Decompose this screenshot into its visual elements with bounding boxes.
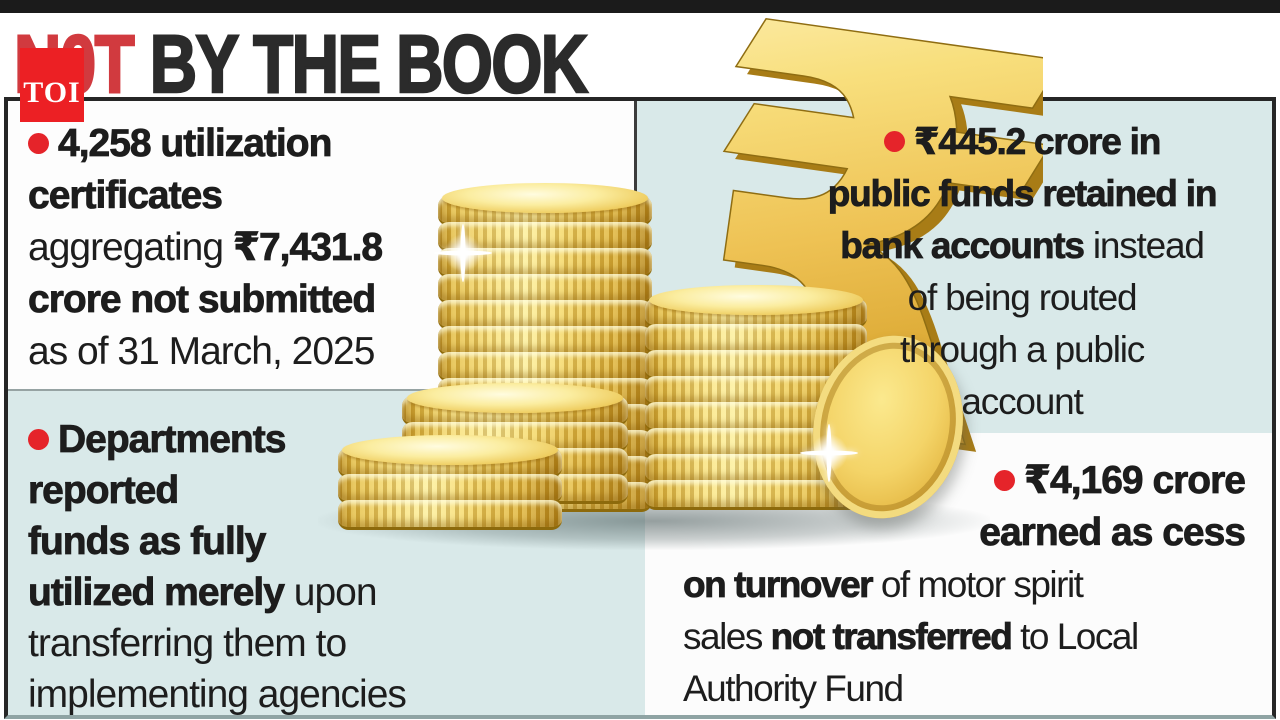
bullet-text: Departments reported funds as fully util… [28, 418, 407, 716]
coin [402, 383, 628, 426]
bullet-cess-headline: ₹4,169 crore earned as cess [700, 455, 1247, 559]
bullet-text: ₹4,169 crore earned as cess [979, 459, 1247, 555]
coin [438, 326, 652, 356]
coin-stack [338, 435, 562, 530]
coin [338, 500, 562, 530]
headline-word-rest: BY THE BOOK [133, 19, 589, 110]
sparkle-icon [434, 224, 492, 282]
bullet-utilization-certificates: 4,258 utilization certificates aggregati… [28, 118, 623, 378]
bullet-cess-body: on turnover of motor spirit sales not tr… [683, 559, 1275, 715]
toi-logo: TOI [20, 48, 84, 122]
coin [338, 435, 562, 478]
coin [438, 183, 652, 226]
bullet-dot-icon [993, 470, 1015, 491]
bullet-departments-funds: Departments reported funds as fully util… [28, 414, 628, 720]
toi-logo-text: TOI [23, 76, 81, 109]
sparkle-icon [800, 424, 858, 482]
bullet-text: ₹445.2 crore in public funds retained in… [827, 121, 1217, 422]
bullet-public-funds-retained: ₹445.2 crore in public funds retained in… [778, 116, 1266, 428]
headline: N0T BY THE BOOK [13, 22, 589, 107]
bullet-dot-icon [28, 429, 49, 450]
top-bar [0, 0, 1280, 13]
bullet-dot-icon [883, 131, 905, 152]
bullet-text: on turnover of motor spirit sales not tr… [683, 564, 1140, 709]
bullet-dot-icon [28, 133, 49, 154]
bullet-text: 4,258 utilization certificates aggregati… [28, 122, 384, 373]
